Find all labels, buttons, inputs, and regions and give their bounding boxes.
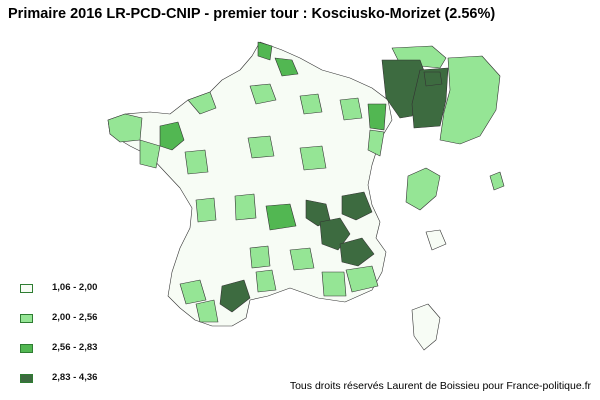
dept-green <box>274 57 299 77</box>
legend-item: 1,06 - 2,00 <box>20 282 150 296</box>
legend-label: 1,06 - 2,00 <box>52 282 98 293</box>
legend-swatch <box>20 314 33 323</box>
dept-mid-green <box>339 97 363 121</box>
dept-dark-green <box>319 217 351 251</box>
legend-swatch <box>20 344 33 353</box>
france-metropolitan <box>107 41 393 327</box>
dept-mid-green <box>321 271 347 297</box>
dept-mid-green <box>345 265 379 293</box>
dept-mid-green <box>195 197 217 223</box>
corsica-south-light <box>425 229 447 251</box>
corsica <box>405 167 505 351</box>
inset-dept-mid-green <box>439 55 501 145</box>
dept-mid-green <box>247 135 275 159</box>
inset-paris <box>423 71 443 87</box>
legend-item: 2,83 - 4,36 <box>20 372 150 386</box>
dept-mid-green <box>187 91 217 115</box>
legend-item: 2,56 - 2,83 <box>20 342 150 356</box>
dept-mid-green <box>184 149 209 175</box>
dept-green <box>367 103 387 131</box>
dept-dark-green <box>339 237 375 267</box>
dept-green <box>265 203 297 231</box>
dept-mid-green <box>139 139 161 169</box>
ile-de-france-inset <box>381 45 501 145</box>
dept-dark-green <box>341 191 373 221</box>
dept-mid-green <box>255 269 277 293</box>
dept-mid-green <box>289 247 315 271</box>
dept-mid-green <box>299 93 323 115</box>
dept-green <box>257 41 273 61</box>
dept-mid-green <box>179 279 207 305</box>
legend-label: 2,00 - 2,56 <box>52 312 98 323</box>
legend-item: 2,00 - 2,56 <box>20 312 150 326</box>
legend-label: 2,56 - 2,83 <box>52 342 98 353</box>
legend-swatch <box>20 374 33 383</box>
dept-mid-green <box>234 193 257 221</box>
corsica-small-mid-green <box>489 171 505 191</box>
legend-swatch <box>20 284 33 293</box>
corsica-island-light <box>411 303 441 351</box>
dept-green <box>159 121 185 151</box>
dept-mid-green <box>249 83 277 105</box>
corsica-north-mid-green <box>405 167 441 211</box>
dept-mid-green <box>107 113 143 143</box>
legend-label: 2,83 - 4,36 <box>52 372 98 383</box>
map-title: Primaire 2016 LR-PCD-CNIP - premier tour… <box>8 6 496 22</box>
dept-mid-green <box>299 145 327 171</box>
credit-text: Tous droits réservés Laurent de Boissieu… <box>289 380 591 392</box>
dept-dark-green <box>219 279 251 313</box>
dept-mid-green <box>249 245 271 269</box>
dept-mid-green <box>195 299 219 323</box>
dept-mid-green <box>367 129 385 157</box>
